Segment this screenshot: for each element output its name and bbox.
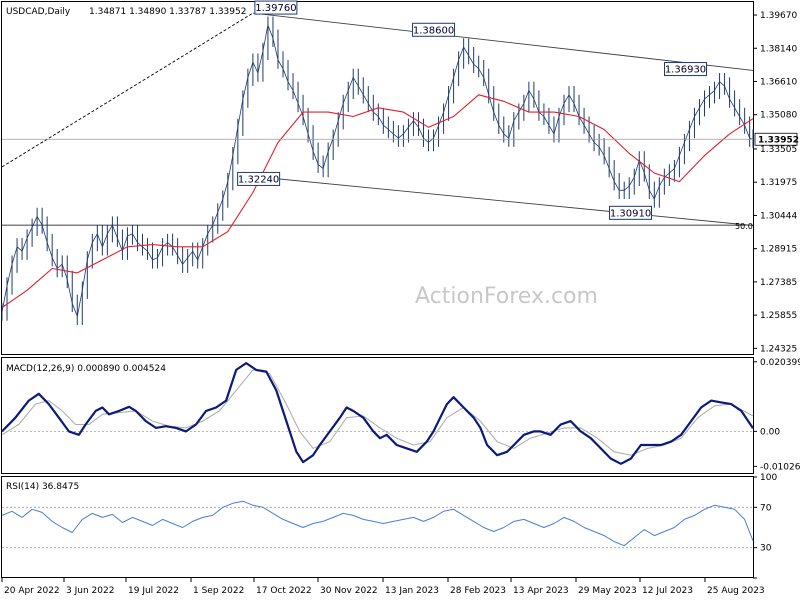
rsi-title: RSI(14) 36.8475	[6, 482, 79, 492]
price-tick-label: 1.35080	[760, 111, 797, 121]
price-annotation-box	[663, 62, 707, 77]
price-tick-label: 1.24325	[760, 344, 797, 354]
macd-panel-frame	[1, 357, 754, 474]
moving-average-line	[1, 94, 754, 309]
price-tick-label: 1.31975	[760, 178, 797, 188]
channel-bottom-line	[252, 175, 754, 226]
price-overlays	[1, 12, 754, 226]
price-panel-frame	[1, 1, 754, 355]
rsi-panel-frame	[1, 476, 754, 578]
support-trend-line	[1, 12, 254, 168]
x-tick-label: 29 May 2023	[578, 586, 637, 596]
price-annotations: 1.39760 1.38600 1.32240 1.30910 1.36930	[237, 0, 707, 220]
x-axis-ticks: 20 Apr 2022 3 Jun 2022 19 Jul 2022 1 Sep 20…	[1, 578, 765, 596]
rsi-tick-label: 70	[760, 503, 772, 513]
price-annotation-label: 1.32240	[238, 174, 279, 185]
price-tick-label: 1.28915	[760, 245, 797, 255]
x-tick-label: 1 Sep 2022	[193, 586, 244, 596]
price-close-line	[1, 24, 754, 317]
price-annotation-box	[609, 205, 653, 220]
rsi-axis-ticks: 100 70 30	[753, 473, 777, 579]
x-tick-label: 3 Jun 2022	[66, 586, 114, 596]
x-tick-label: 25 Aug 2023	[707, 586, 765, 596]
x-tick-label: 19 Jul 2022	[128, 586, 179, 596]
price-series-group	[1, 16, 754, 326]
x-tick-label: 20 Apr 2022	[4, 586, 60, 596]
x-tick-label: 13 Jan 2023	[385, 586, 439, 596]
rsi-tick-label: 30	[760, 544, 772, 554]
x-tick-label: 30 Nov 2022	[320, 586, 378, 596]
last-price-label: 1.33952	[758, 136, 799, 146]
x-tick-label: 17 Oct 2022	[256, 586, 312, 596]
price-tick-label: 1.27385	[760, 278, 797, 288]
fib-level-label: 50.0	[735, 222, 753, 231]
macd-axis-ticks: 0.020399 0.00 -0.01026	[753, 358, 800, 472]
x-tick-label: 13 Apr 2023	[513, 586, 569, 596]
rsi-series-group	[1, 500, 754, 549]
watermark: ActionForex.com	[415, 284, 598, 309]
macd-tick-label: 0.00	[760, 427, 780, 437]
header-ohlc: 1.34871 1.34890 1.33787 1.33952	[89, 7, 246, 17]
macd-tick-label: 0.020399	[760, 358, 800, 368]
x-tick-label: 28 Feb 2023	[450, 586, 506, 596]
price-annotation-box	[412, 22, 456, 37]
price-axis-ticks: 1.39670 1.38140 1.36610 1.35080 1.33505 1.319…	[753, 11, 797, 354]
last-price-box	[754, 132, 798, 146]
macd-line	[1, 362, 754, 465]
price-annotation-label: 1.30910	[610, 208, 651, 219]
price-tick-label: 1.33505	[760, 145, 797, 155]
price-tick-label: 1.38140	[760, 44, 797, 54]
channel-top-line	[252, 12, 754, 71]
rsi-tick-label: 100	[760, 473, 777, 483]
x-tick-label: 12 Jul 2023	[642, 586, 693, 596]
header-symbol: USDCAD,Daily	[6, 7, 71, 17]
price-tick-label: 1.30444	[760, 211, 797, 221]
price-annotation-label: 1.39760	[255, 3, 296, 14]
price-annotation-label: 1.38600	[413, 25, 454, 36]
price-tick-label: 1.39670	[760, 11, 797, 21]
price-tick-label: 1.36610	[760, 78, 797, 88]
macd-title: MACD(12,26,9) 0.000890 0.004524	[6, 364, 166, 374]
rsi-line	[1, 500, 754, 547]
last-price-marker: 1.33952	[2, 132, 799, 146]
price-annotation-label: 1.36930	[665, 65, 706, 76]
price-annotation-box	[254, 0, 298, 15]
macd-series-group	[1, 362, 754, 465]
price-tick-label: 1.25855	[760, 311, 797, 321]
macd-tick-label: -0.01026	[760, 462, 800, 472]
price-annotation-box	[237, 171, 281, 186]
